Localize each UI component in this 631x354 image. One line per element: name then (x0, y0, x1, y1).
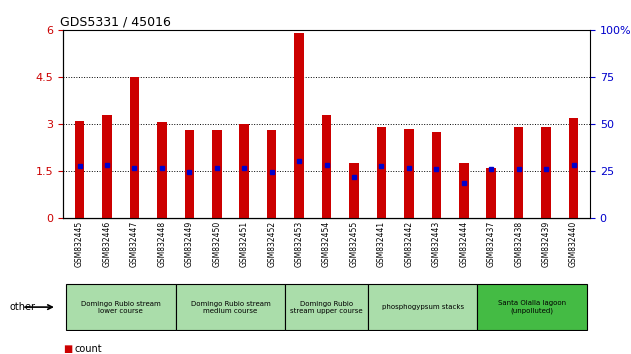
Text: GSM832449: GSM832449 (185, 221, 194, 267)
Bar (239, 124, 249, 218)
Text: GSM832450: GSM832450 (212, 221, 221, 267)
Text: count: count (74, 344, 102, 354)
Text: GSM832446: GSM832446 (102, 221, 112, 267)
Text: GSM832452: GSM832452 (267, 221, 276, 267)
Text: GSM832447: GSM832447 (130, 221, 139, 267)
Text: ■: ■ (63, 344, 73, 354)
Bar (349, 163, 359, 218)
Text: phosphogypsum stacks: phosphogypsum stacks (382, 304, 464, 310)
Bar (285, 284, 368, 330)
Bar (74, 121, 85, 218)
Text: Domingo Rubio
stream upper course: Domingo Rubio stream upper course (290, 301, 363, 314)
Bar (267, 130, 276, 218)
Bar (129, 77, 139, 218)
Text: Santa Olalla lagoon
(unpolluted): Santa Olalla lagoon (unpolluted) (498, 300, 567, 314)
Text: other: other (9, 302, 35, 312)
Bar (102, 115, 112, 218)
Text: GSM832451: GSM832451 (240, 221, 249, 267)
Text: GSM832439: GSM832439 (541, 221, 551, 267)
Text: GSM832454: GSM832454 (322, 221, 331, 267)
Bar (487, 168, 496, 218)
Bar (66, 284, 175, 330)
Text: GSM832440: GSM832440 (569, 221, 578, 267)
Text: GSM832448: GSM832448 (157, 221, 167, 267)
Text: GSM832453: GSM832453 (295, 221, 304, 267)
Bar (432, 132, 441, 218)
Bar (157, 122, 167, 218)
Text: GSM832444: GSM832444 (459, 221, 468, 267)
Text: GSM832445: GSM832445 (75, 221, 84, 267)
Bar (569, 118, 579, 218)
Text: GSM832455: GSM832455 (350, 221, 358, 267)
Text: GSM832443: GSM832443 (432, 221, 441, 267)
Bar (175, 284, 285, 330)
Text: GDS5331 / 45016: GDS5331 / 45016 (61, 16, 172, 29)
Bar (541, 127, 551, 218)
Text: GSM832438: GSM832438 (514, 221, 523, 267)
Bar (514, 127, 524, 218)
Bar (404, 129, 414, 218)
Bar (322, 115, 331, 218)
Bar (212, 130, 221, 218)
Text: Domingo Rubio stream
lower course: Domingo Rubio stream lower course (81, 301, 161, 314)
Text: GSM832441: GSM832441 (377, 221, 386, 267)
Bar (184, 130, 194, 218)
Bar (368, 284, 478, 330)
Bar (377, 127, 386, 218)
Text: Domingo Rubio stream
medium course: Domingo Rubio stream medium course (191, 301, 270, 314)
Bar (478, 284, 587, 330)
Bar (294, 33, 304, 218)
Text: GSM832437: GSM832437 (487, 221, 496, 267)
Text: GSM832442: GSM832442 (404, 221, 413, 267)
Bar (459, 163, 469, 218)
